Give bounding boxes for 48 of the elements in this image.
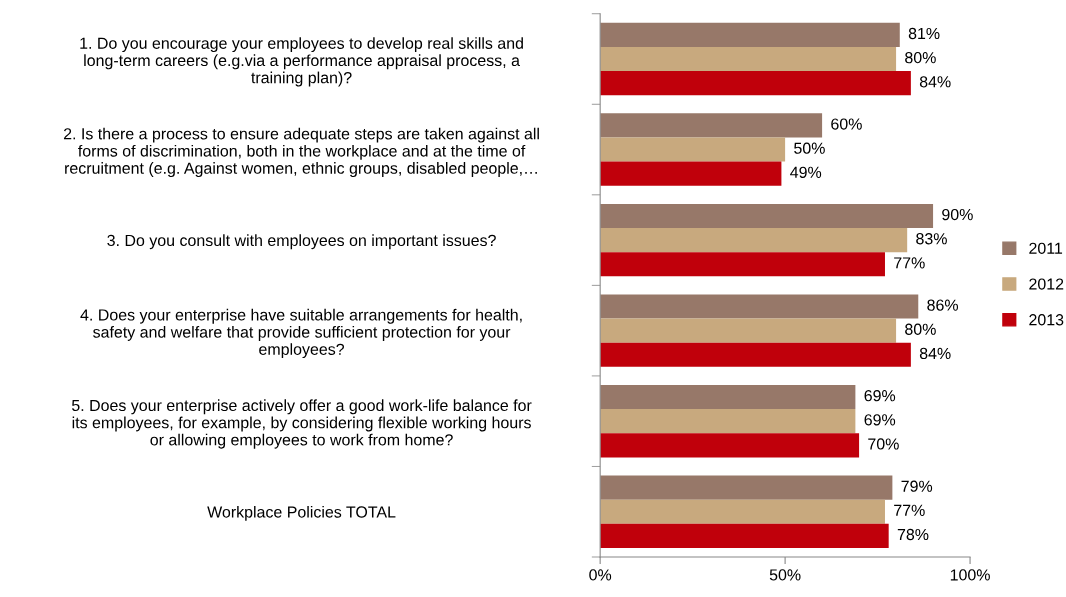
data-label: 81% — [908, 27, 940, 40]
bar — [600, 342, 911, 367]
bar — [600, 318, 897, 343]
x-tick-label: 50% — [769, 569, 801, 581]
x-tick-label: 100% — [950, 569, 990, 581]
bar — [600, 137, 786, 162]
legend-label: 2012 — [1029, 278, 1064, 290]
y-tick-label: Workplace Policies TOTAL — [207, 505, 396, 521]
data-label: 78% — [897, 528, 929, 541]
legend-label: 2013 — [1029, 314, 1064, 326]
data-label: 84% — [919, 76, 951, 88]
data-label: 69% — [864, 414, 896, 426]
bar — [600, 22, 900, 47]
bar — [600, 203, 934, 229]
bar — [600, 294, 919, 319]
legend-label: 2011 — [1029, 242, 1063, 254]
y-tick-label: 1. Do you encourage your employees to develop real skills and long-term careers (e.g.via a performance appraisal process, a training plan)? — [80, 37, 523, 87]
y-tick-label: 2. Is there a process to ensure adequate steps are taken against all forms of discrimination, both in the workplace and at the time of recruitment (e.g. Against women, ethnic groups, disabled people,… — [63, 127, 539, 178]
bar — [600, 409, 856, 434]
y-tick-label: 5. Does your enterprise actively offer a good work-life balance for its employees, for example, by considering flexible working hours or allowing employees to work from home? — [71, 399, 532, 449]
x-tick-label: 0% — [589, 569, 612, 581]
bar — [600, 71, 911, 96]
data-label: 77% — [894, 504, 925, 516]
data-label: 69% — [864, 390, 896, 402]
bar — [600, 252, 885, 277]
data-label: 79% — [901, 480, 933, 492]
bar — [600, 523, 889, 548]
y-tick-label: 3. Do you consult with employees on important issues? — [107, 234, 496, 250]
data-label: 86% — [927, 299, 959, 311]
bar — [600, 228, 908, 253]
bar — [600, 499, 885, 524]
data-label: 70% — [868, 438, 899, 450]
bar — [600, 475, 893, 500]
y-tick-label: 4. Does your enterprise have suitable arrangements for health, safety and welfare that provide sufficient protection for your employees? — [80, 308, 522, 359]
data-label: 50% — [794, 142, 825, 154]
data-label: 49% — [790, 166, 822, 178]
data-label: 90% — [942, 208, 973, 221]
bar — [600, 161, 782, 186]
data-label: 80% — [905, 51, 936, 64]
data-label: 84% — [919, 347, 951, 360]
bar — [600, 433, 860, 458]
data-label: 80% — [905, 323, 936, 335]
data-label: 83% — [916, 233, 947, 245]
bar — [600, 113, 823, 138]
data-label: 77% — [894, 257, 925, 269]
bar — [600, 384, 856, 410]
data-label: 60% — [831, 118, 862, 130]
bar — [600, 46, 897, 72]
